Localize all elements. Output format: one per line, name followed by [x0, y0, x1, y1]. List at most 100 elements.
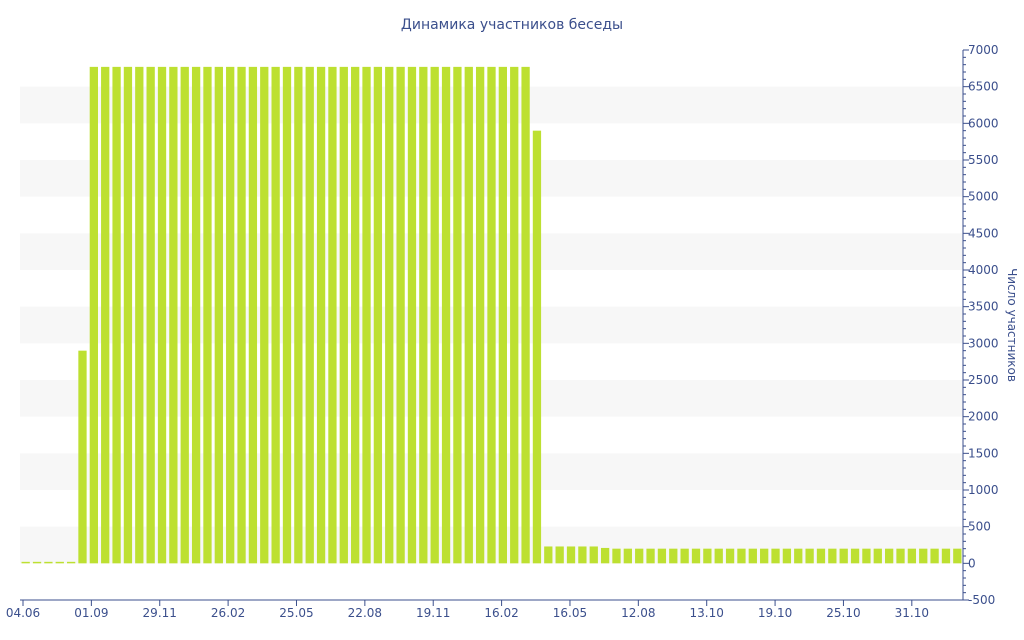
bar — [66, 561, 76, 564]
y-tick-label: 2000 — [968, 410, 999, 424]
bar — [271, 66, 280, 564]
bar — [351, 66, 360, 564]
bar — [953, 548, 962, 564]
bar — [396, 66, 405, 564]
bar — [907, 548, 917, 564]
bar — [691, 548, 701, 564]
bar — [794, 548, 803, 564]
bar — [373, 66, 383, 564]
bar — [885, 548, 894, 564]
x-tick-label: 19.10 — [758, 606, 792, 620]
bar — [441, 66, 451, 564]
bar — [248, 66, 258, 564]
bar — [464, 66, 473, 564]
bar — [135, 66, 144, 564]
y-axis-label: Число участников — [1005, 268, 1019, 382]
y-tick-label: 2500 — [968, 373, 999, 387]
bar — [385, 66, 394, 564]
bar — [816, 548, 826, 564]
y-tick-label: 1500 — [968, 446, 999, 460]
x-tick-label: 31.10 — [895, 606, 929, 620]
bar — [839, 548, 848, 564]
bar — [169, 66, 178, 564]
bar — [771, 548, 780, 564]
bar — [532, 130, 542, 564]
bar — [623, 548, 632, 564]
bar — [487, 66, 496, 564]
bar — [566, 546, 576, 564]
bar — [782, 548, 792, 564]
bar — [680, 548, 689, 564]
bar — [260, 66, 269, 564]
bar — [21, 561, 30, 564]
bar — [748, 548, 757, 564]
x-tick-label: 04.06 — [6, 606, 40, 620]
bar — [362, 66, 371, 564]
bar — [237, 66, 246, 564]
bar — [101, 66, 110, 564]
bar — [657, 548, 667, 564]
y-tick-label: 5000 — [968, 190, 999, 204]
bar — [589, 546, 598, 564]
bar — [737, 548, 746, 564]
y-tick-label: 4500 — [968, 226, 999, 240]
bar — [294, 66, 303, 564]
bar — [226, 66, 235, 564]
bar — [191, 66, 201, 564]
bar — [475, 66, 485, 564]
y-tick-label: -500 — [968, 593, 995, 607]
bar-series — [21, 66, 962, 564]
bar — [896, 548, 905, 564]
bar — [498, 66, 507, 564]
bar — [510, 66, 519, 564]
bar — [112, 66, 121, 564]
x-tick-label: 12.08 — [621, 606, 655, 620]
bar — [873, 548, 882, 564]
x-tick-label: 19.11 — [416, 606, 450, 620]
y-tick-label: 3500 — [968, 300, 999, 314]
bar — [930, 548, 939, 564]
bar — [89, 66, 98, 564]
x-tick-label: 16.02 — [484, 606, 518, 620]
y-tick-label: 0 — [968, 556, 976, 570]
bar — [521, 66, 530, 564]
x-tick-label: 16.05 — [553, 606, 587, 620]
bar — [612, 548, 621, 564]
bar — [146, 66, 155, 564]
bar — [600, 547, 610, 564]
bar — [214, 66, 223, 564]
bar — [339, 66, 348, 564]
bar — [180, 66, 189, 564]
bar — [305, 66, 314, 564]
y-tick-label: 6000 — [968, 116, 999, 130]
bar — [407, 66, 417, 564]
bar — [714, 548, 723, 564]
bar — [430, 66, 439, 564]
bar — [725, 548, 735, 564]
x-tick-label: 22.08 — [348, 606, 382, 620]
x-tick-label: 13.10 — [690, 606, 724, 620]
bar — [941, 548, 951, 564]
bar — [805, 548, 814, 564]
x-tick-label: 25.10 — [826, 606, 860, 620]
y-tick-label: 6500 — [968, 80, 999, 94]
bar — [453, 66, 462, 564]
bar — [78, 350, 87, 564]
y-tick-label: 5500 — [968, 153, 999, 167]
bar — [862, 548, 871, 564]
x-tick-label: 29.11 — [143, 606, 177, 620]
x-tick-label: 01.09 — [74, 606, 108, 620]
bar — [419, 66, 428, 564]
bar — [578, 546, 587, 564]
bar — [669, 548, 678, 564]
bar — [919, 548, 928, 564]
y-tick-label: 1000 — [968, 483, 999, 497]
x-tick-label: 26.02 — [211, 606, 245, 620]
bar — [646, 548, 655, 564]
bar — [544, 546, 553, 564]
bar — [555, 546, 564, 564]
bar — [635, 548, 644, 564]
bar — [157, 66, 167, 564]
y-tick-label: 7000 — [968, 43, 999, 57]
